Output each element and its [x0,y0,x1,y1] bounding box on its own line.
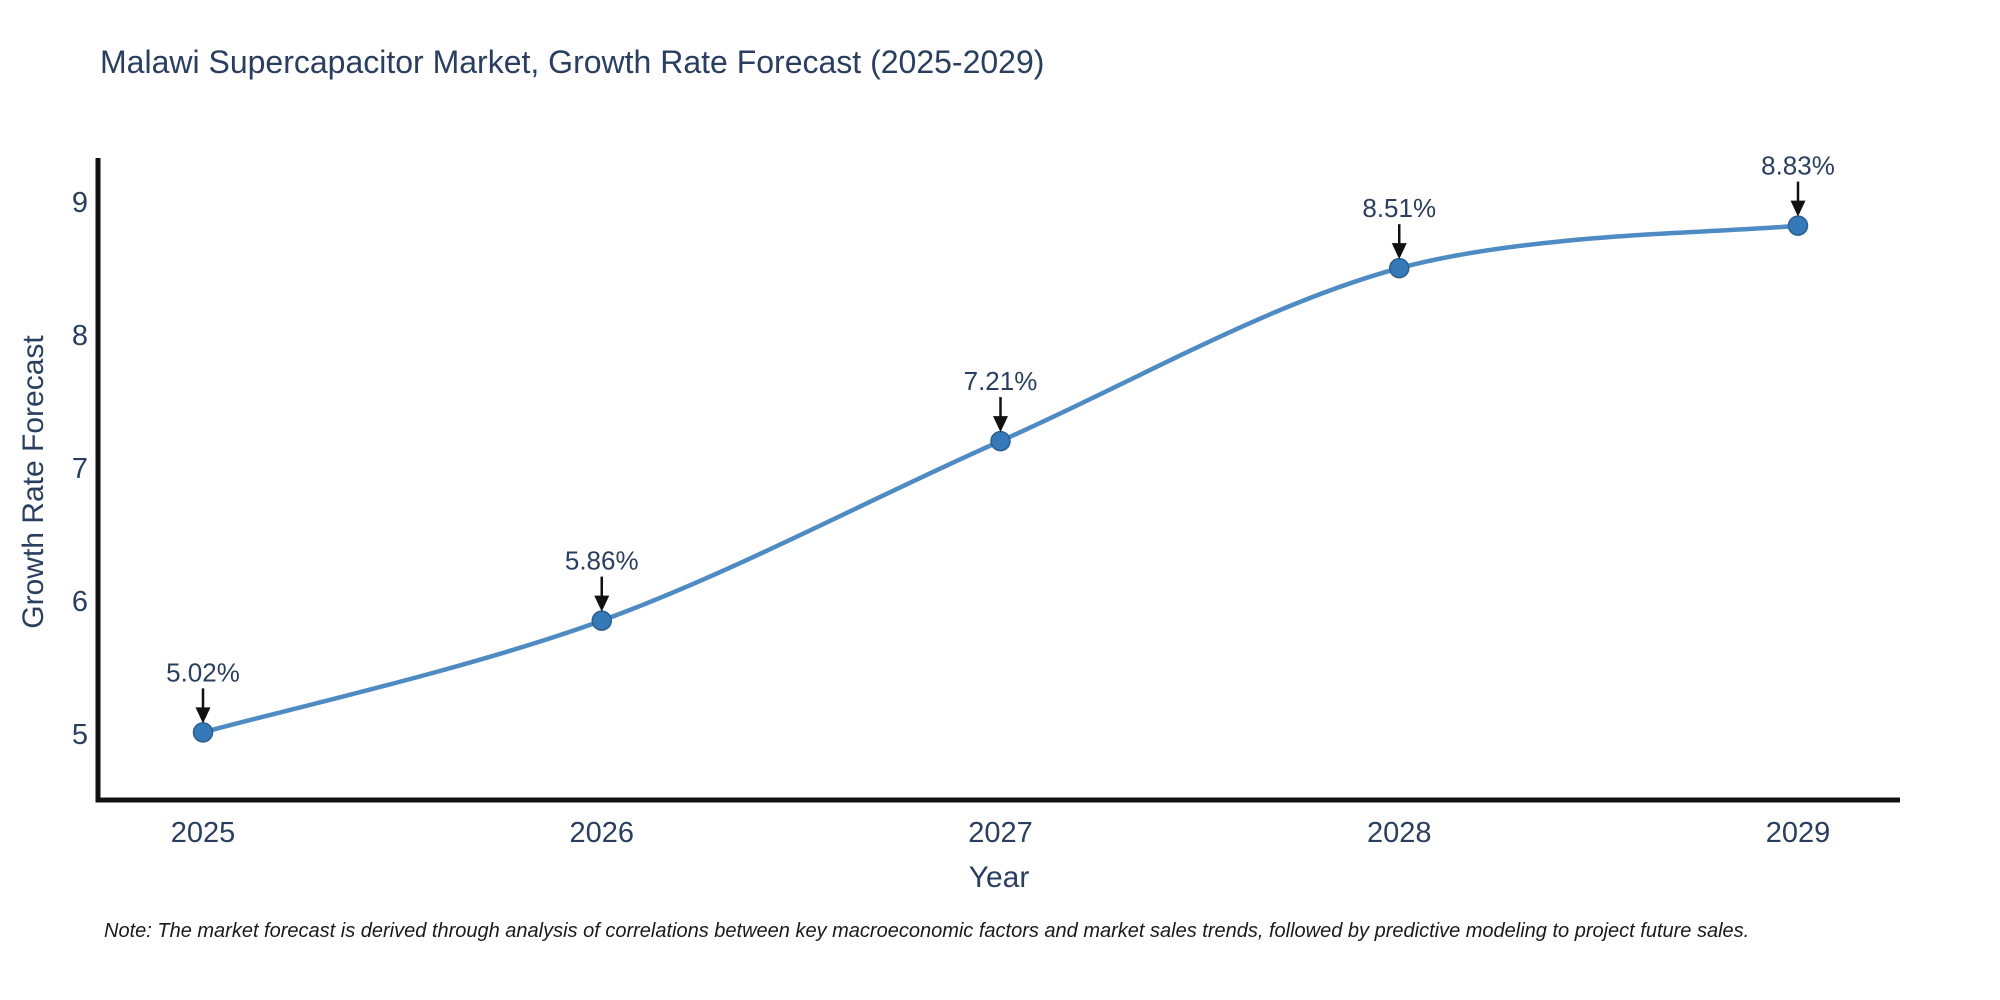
series-line [200,223,1801,735]
data-point-label: 7.21% [964,366,1038,396]
annotation-arrowhead-icon [1790,200,1806,217]
chart-title: Malawi Supercapacitor Market, Growth Rat… [100,44,1045,80]
x-tick-label: 2028 [1367,817,1432,849]
data-point-marker [591,610,612,631]
data-point-label: 5.02% [166,657,240,687]
data-point-marker [192,722,214,743]
data-point-marker [1389,257,1410,279]
x-tick-label: 2025 [171,817,236,849]
y-tick-label: 6 [72,586,88,618]
annotation-arrowhead-icon [195,707,211,724]
y-tick-label: 7 [72,453,88,485]
data-point-label: 8.51% [1362,193,1436,223]
x-axis-title: Year [968,861,1030,894]
data-point-label: 5.86% [565,546,639,576]
x-tick-label: 2027 [968,817,1033,849]
data-point-marker [990,430,1011,452]
annotation-arrowhead-icon [1391,243,1407,260]
data-point-label: 8.83% [1761,151,1835,181]
y-tick-label: 9 [72,187,88,219]
chart-footnote: Note: The market forecast is derived thr… [104,920,1750,942]
annotation-arrowhead-icon [993,416,1008,433]
y-tick-label: 5 [72,719,88,751]
x-tick-label: 2026 [569,817,634,849]
y-tick-label: 8 [72,320,88,352]
x-tick-label: 2029 [1766,817,1831,849]
annotation-arrowhead-icon [594,595,610,612]
data-point-marker [1787,215,1809,236]
